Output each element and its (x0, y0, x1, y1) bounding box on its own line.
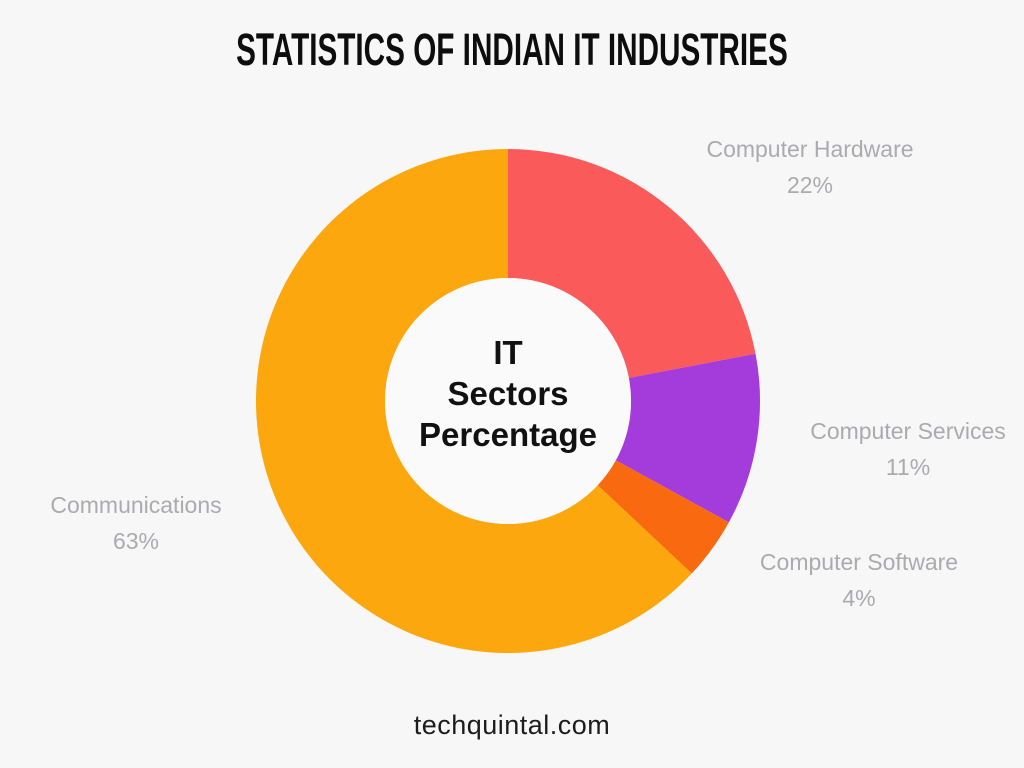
chart-center-label: IT Sectors Percentage (357, 332, 659, 455)
callout-computer-services: Computer Services 11% (748, 413, 1024, 485)
donut-segment-computer-hardware (508, 149, 756, 378)
callout-communications-percent: 63% (112, 528, 160, 554)
page-title: STATISTICS OF INDIAN IT INDUSTRIES (0, 24, 1024, 75)
callout-computer-software-label: Computer Software (759, 549, 959, 575)
callout-communications: Communications 63% (1, 487, 271, 559)
donut-segments-group (256, 149, 761, 653)
website-footer: techquintal.com (413, 710, 611, 740)
callout-computer-hardware-percent: 22% (786, 172, 834, 198)
donut-hole (385, 278, 631, 524)
center-label-line-3: Percentage (419, 416, 597, 453)
page-title-text: STATISTICS OF INDIAN IT INDUSTRIES (236, 24, 788, 75)
callout-computer-hardware-label: Computer Hardware (706, 136, 914, 162)
donut-segment-computer-services (615, 353, 761, 523)
callout-computer-services-label: Computer Services (810, 418, 1006, 444)
callout-computer-hardware: Computer Hardware 22% (640, 131, 980, 203)
center-label-line-2: Sectors (447, 375, 569, 412)
donut-segment-communications (256, 149, 692, 653)
donut-segment-computer-software (597, 460, 729, 574)
callout-computer-services-percent: 11% (885, 454, 931, 480)
callout-computer-software: Computer Software 4% (699, 544, 1019, 616)
callout-communications-label: Communications (50, 492, 222, 518)
callout-computer-software-percent: 4% (842, 585, 876, 611)
center-label-line-1: IT (493, 334, 523, 371)
